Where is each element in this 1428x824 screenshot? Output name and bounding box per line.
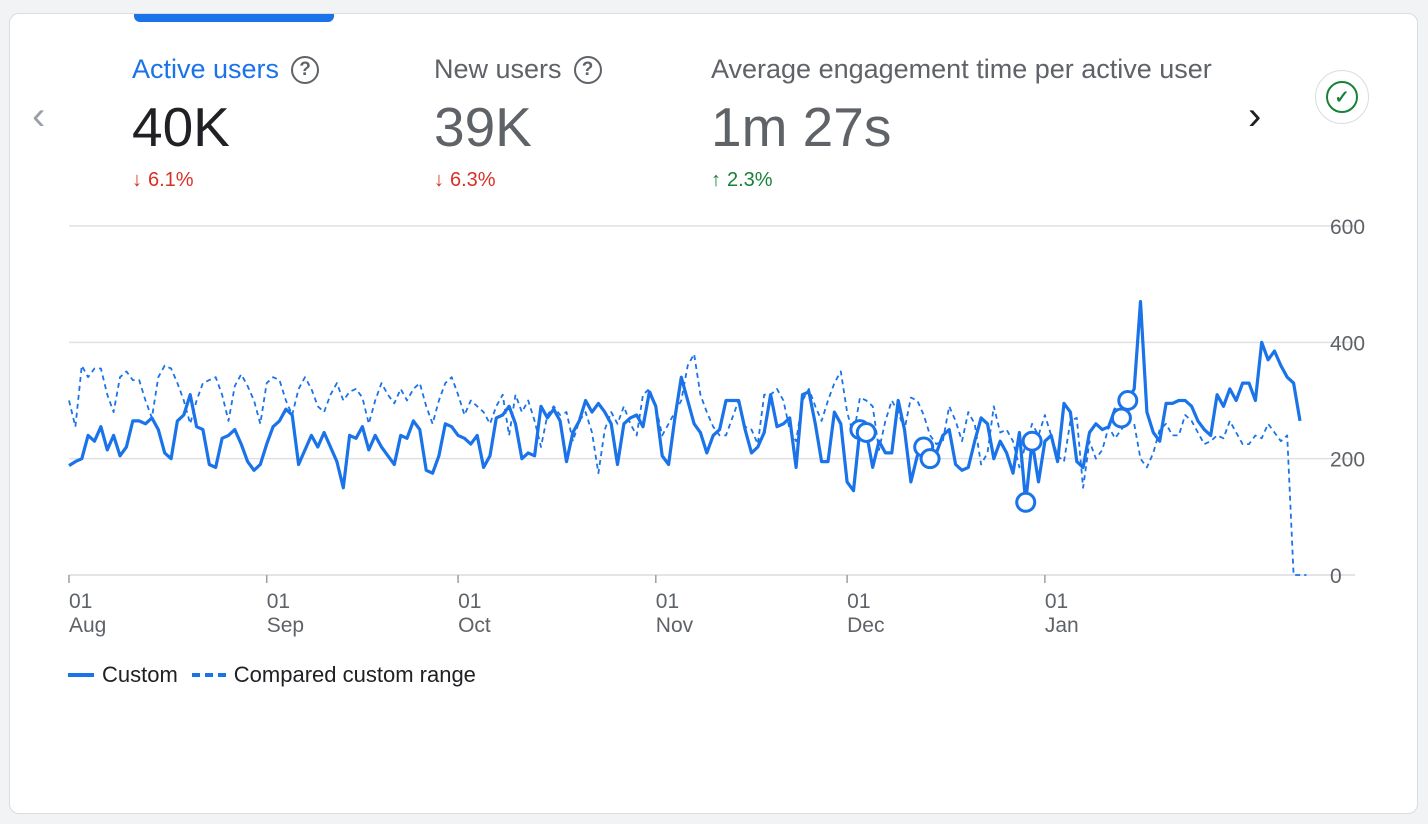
x-tick-label: Nov [656,614,694,637]
x-tick-label: Sep [267,614,304,637]
x-tick-label: Dec [847,614,884,637]
series-line-compared [68,353,1307,576]
metric-new-users[interactable]: New users? 39K ↓ 6.3% [434,54,602,192]
x-tick-label: Aug [69,614,106,637]
check-button[interactable]: ✓ [1315,70,1369,124]
y-tick-label: 600 [1330,216,1365,239]
metric-label: New users [434,54,562,84]
metric-avg-engagement[interactable]: Average engagement time per active user … [711,54,1227,192]
metric-active-users[interactable]: Active users? 40K ↓ 6.1% [132,54,320,192]
metric-label: Average engagement time per active user [711,54,1212,84]
legend-label: Compared custom range [233,662,476,687]
delta-value: 6.1% [148,169,194,191]
arrow-up-icon: ↑ [711,169,721,191]
y-tick-label: 400 [1330,332,1365,355]
legend-label: Custom [102,662,178,687]
anomaly-point [919,448,941,470]
x-tick-label: Jan [1045,614,1079,637]
legend-swatch-solid [68,673,94,677]
x-tick-label: 01 [656,590,679,613]
delta-value: 6.3% [450,169,496,191]
x-tick-label: 01 [458,590,481,613]
anomaly-point [1015,491,1037,513]
legend-item-compared[interactable]: Compared custom range [191,662,476,688]
anomaly-point [1110,407,1132,429]
arrow-down-icon: ↓ [434,169,444,191]
check-circle-icon: ✓ [1326,81,1358,113]
metric-value: 1m 27s [711,96,892,158]
legend-item-custom[interactable]: Custom [68,662,178,688]
anomaly-point [1021,430,1043,452]
metric-value: 39K [434,96,532,158]
chart-legend: Custom Compared custom range [68,662,490,688]
help-icon[interactable]: ? [573,55,602,84]
anomaly-point [1117,390,1139,411]
y-tick-label: 0 [1330,565,1342,588]
chevron-right-icon[interactable]: › [1248,94,1262,138]
selected-tab-indicator [134,14,334,22]
x-tick-label: 01 [267,590,290,613]
metric-value: 40K [132,96,230,158]
series-line-custom [68,300,1302,504]
chevron-left-icon[interactable]: ‹ [32,94,46,138]
y-tick-label: 200 [1330,449,1365,472]
delta-value: 2.3% [727,169,773,191]
legend-swatch-dashed [191,673,226,677]
x-tick-label: 01 [69,590,92,613]
metric-label: Active users [132,54,280,84]
analytics-card: ‹ › Active users? 40K ↓ 6.1% New users? 3… [9,13,1418,814]
help-icon[interactable]: ? [291,55,320,84]
metric-delta: ↓ 6.3% [434,169,602,192]
anomaly-point [855,421,877,443]
metric-delta: ↓ 6.1% [132,169,319,192]
x-tick-label: 01 [1045,590,1068,613]
x-tick-label: 01 [847,590,870,613]
x-tick-label: Oct [458,614,491,637]
arrow-down-icon: ↓ [132,169,142,191]
metric-delta: ↑ 2.3% [711,169,1227,192]
